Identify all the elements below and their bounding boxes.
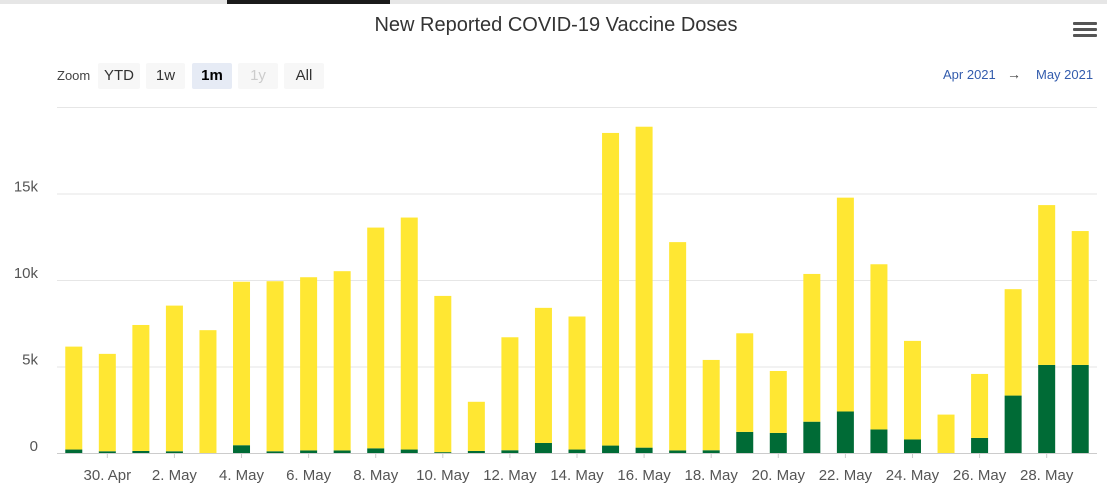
bar-green[interactable] (400, 449, 418, 453)
bar-yellow[interactable] (199, 330, 217, 453)
bar-green[interactable] (434, 452, 452, 453)
bar-yellow[interactable] (803, 273, 821, 422)
bar-yellow[interactable] (233, 281, 251, 446)
bar-yellow[interactable] (1038, 205, 1056, 365)
y-tick-label: 5k (22, 352, 38, 369)
bar-yellow[interactable] (65, 346, 83, 450)
range-from-input[interactable]: Apr 2021 (943, 67, 996, 82)
x-axis: 30. Apr 2. May 4. May 6. May 8. May 10. May 12… (84, 453, 1074, 484)
bar-green[interactable] (769, 432, 787, 453)
y-tick-label: 10k (14, 265, 39, 282)
navigator-scroll-track[interactable] (0, 0, 1107, 4)
bar-green[interactable] (534, 442, 552, 453)
bar-yellow[interactable] (736, 333, 754, 432)
x-tick-label: 10. May (416, 467, 470, 484)
bar-yellow[interactable] (870, 264, 888, 430)
zoom-1w-button[interactable]: 1w (146, 63, 185, 89)
bar-yellow[interactable] (98, 353, 116, 452)
bar-green[interactable] (669, 450, 687, 453)
bar-yellow[interactable] (568, 316, 586, 450)
x-tick-label: 12. May (483, 467, 537, 484)
x-tick-label: 20. May (752, 467, 806, 484)
x-tick-label: 22. May (819, 467, 873, 484)
bar-green[interactable] (367, 448, 385, 453)
bar-series[interactable] (65, 126, 1089, 453)
y-tick-label: 15k (14, 179, 39, 196)
bar-green[interactable] (1004, 395, 1022, 453)
x-tick-label: 30. Apr (84, 467, 132, 484)
bar-green[interactable] (1038, 364, 1056, 453)
bar-green[interactable] (98, 451, 116, 453)
bar-green[interactable] (132, 450, 150, 453)
bar-yellow[interactable] (903, 340, 921, 440)
bar-green[interactable] (1071, 364, 1089, 453)
bar-yellow[interactable] (300, 277, 318, 451)
bar-yellow[interactable] (971, 373, 989, 438)
bar-green[interactable] (602, 445, 620, 453)
bar-green[interactable] (568, 449, 586, 453)
bar-yellow[interactable] (836, 197, 854, 412)
x-tick-label: 18. May (685, 467, 739, 484)
bar-green[interactable] (65, 449, 83, 453)
x-tick-label: 8. May (353, 467, 399, 484)
bar-yellow[interactable] (400, 217, 418, 450)
bar-yellow[interactable] (702, 359, 720, 451)
bar-yellow[interactable] (1004, 289, 1022, 396)
bar-green[interactable] (903, 439, 921, 453)
bar-yellow[interactable] (467, 401, 485, 451)
bar-yellow[interactable] (266, 281, 284, 452)
bar-yellow[interactable] (937, 414, 955, 453)
bar-yellow[interactable] (367, 227, 385, 449)
x-tick-label: 26. May (953, 467, 1007, 484)
bar-green[interactable] (501, 450, 519, 453)
bar-yellow[interactable] (602, 132, 620, 446)
x-tick-label: 16. May (617, 467, 671, 484)
chart-title: New Reported COVID-19 Vaccine Doses (374, 14, 738, 36)
bar-green[interactable] (836, 411, 854, 453)
bar-yellow[interactable] (534, 307, 552, 443)
range-to-input[interactable]: May 2021 (1036, 67, 1094, 82)
navigator-scroll-thumb[interactable] (227, 0, 390, 4)
zoom-label: Zoom (57, 68, 91, 83)
bar-yellow[interactable] (635, 126, 653, 448)
x-tick-label: 6. May (286, 467, 332, 484)
bar-green[interactable] (165, 451, 183, 453)
y-axis: 0 5k 10k 15k (14, 179, 39, 456)
bar-green[interactable] (870, 429, 888, 453)
x-tick-label: 24. May (886, 467, 940, 484)
bar-yellow[interactable] (501, 337, 519, 451)
zoom-1m-button[interactable]: 1m (192, 63, 232, 89)
x-tick-label: 2. May (152, 467, 198, 484)
zoom-ytd-button[interactable]: YTD (98, 63, 140, 89)
bar-green[interactable] (467, 450, 485, 453)
bar-yellow[interactable] (165, 305, 183, 452)
bar-yellow[interactable] (669, 242, 687, 451)
bar-yellow[interactable] (434, 295, 452, 453)
zoom-all-button[interactable]: All (284, 63, 324, 89)
bar-green[interactable] (300, 450, 318, 453)
bar-green[interactable] (266, 451, 284, 453)
bar-green[interactable] (702, 450, 720, 453)
bar-green[interactable] (971, 437, 989, 453)
y-tick-label: 0 (30, 438, 38, 455)
bar-yellow[interactable] (132, 324, 150, 451)
bar-green[interactable] (333, 450, 351, 453)
bar-green[interactable] (635, 447, 653, 453)
bar-yellow[interactable] (333, 271, 351, 451)
bar-green[interactable] (736, 431, 754, 453)
chart-menu-icon[interactable] (1073, 22, 1097, 42)
bar-yellow[interactable] (1071, 231, 1089, 365)
x-tick-label: 4. May (219, 467, 265, 484)
x-tick-label: 14. May (550, 467, 604, 484)
bar-yellow[interactable] (769, 370, 787, 433)
range-arrow: → (1007, 66, 1021, 82)
x-tick-label: 28. May (1020, 467, 1074, 484)
bar-green[interactable] (233, 445, 251, 453)
bar-green[interactable] (803, 421, 821, 453)
zoom-1y-button: 1y (238, 63, 278, 89)
